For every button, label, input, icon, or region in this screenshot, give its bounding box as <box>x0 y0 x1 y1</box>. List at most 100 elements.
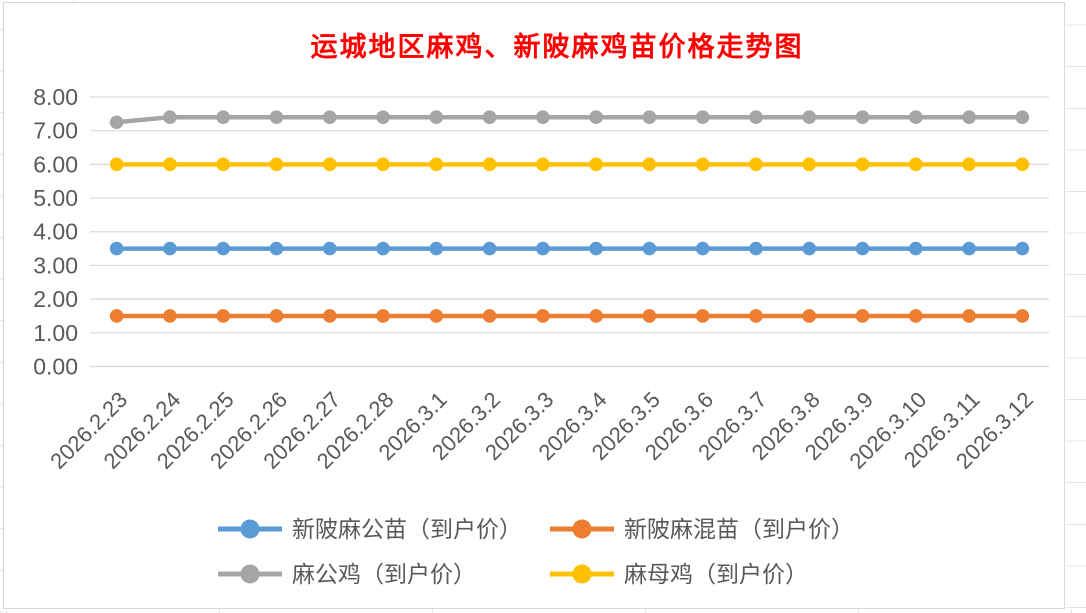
series-point <box>749 309 763 323</box>
series-point <box>589 157 603 172</box>
series-point <box>642 241 657 256</box>
series-point <box>429 309 444 323</box>
series-point <box>376 241 390 256</box>
legend-line-dot-icon <box>218 519 282 539</box>
series-point <box>802 241 817 256</box>
series-point <box>322 110 337 124</box>
series-point <box>163 157 177 172</box>
legend-item-ma-gong-ji[interactable]: 麻公鸡（到户价） <box>218 558 550 590</box>
series-point <box>109 309 124 323</box>
series-point <box>749 110 763 124</box>
series-point <box>695 157 710 172</box>
y-axis-tick-label: 4.00 <box>33 219 78 245</box>
series-point <box>163 241 177 256</box>
series-point <box>1015 309 1030 323</box>
y-axis-tick-label: 5.00 <box>33 185 78 211</box>
series-point <box>482 157 497 172</box>
y-axis-tick-label: 3.00 <box>33 252 78 278</box>
series-point <box>749 157 763 172</box>
y-axis-tick-label: 0.00 <box>33 354 78 380</box>
legend-line-dot-icon <box>550 519 614 539</box>
series-point <box>962 157 976 172</box>
sheet-gridlines-bottom <box>0 609 1086 613</box>
series-point <box>163 110 177 124</box>
series-point <box>322 309 337 323</box>
series-point <box>909 110 923 124</box>
series-point <box>855 241 870 256</box>
series-point <box>429 157 444 172</box>
series-point <box>216 110 230 124</box>
legend-item-ma-mu-ji[interactable]: 麻母鸡（到户价） <box>550 558 854 590</box>
series-point <box>695 309 710 323</box>
series-point <box>962 110 976 124</box>
series-point <box>109 241 124 256</box>
series-point <box>429 110 444 124</box>
series-point <box>109 115 124 130</box>
series-point <box>855 157 870 172</box>
sheet-gridlines-right <box>1066 0 1086 613</box>
series-point <box>855 309 870 323</box>
y-axis-tick-label: 1.00 <box>33 320 78 346</box>
series-point <box>909 157 923 172</box>
series-point <box>536 309 550 323</box>
series-point <box>269 157 284 172</box>
series-point <box>376 309 390 323</box>
y-axis-tick-label: 6.00 <box>33 151 78 177</box>
series-point <box>1015 157 1030 172</box>
series-point <box>536 157 550 172</box>
series-point <box>642 157 657 172</box>
legend-label: 麻母鸡（到户价） <box>624 561 808 587</box>
series-point <box>909 241 923 256</box>
legend-label: 新陂麻公苗（到户价） <box>292 516 522 542</box>
legend-line-dot-icon <box>218 564 282 584</box>
legend-line-dot-icon <box>550 564 614 584</box>
series-point <box>482 241 497 256</box>
series-point <box>962 241 976 256</box>
series-point <box>536 110 550 124</box>
series-point <box>482 309 497 323</box>
series-point <box>589 241 603 256</box>
series-point <box>269 110 284 124</box>
series-point <box>802 157 817 172</box>
series-point <box>536 241 550 256</box>
series-point <box>376 110 390 124</box>
series-point <box>216 309 230 323</box>
series-point <box>802 309 817 323</box>
series-point <box>962 309 976 323</box>
y-axis-tick-label: 8.00 <box>33 84 78 110</box>
series-point <box>429 241 444 256</box>
series-point <box>216 157 230 172</box>
series-point <box>589 309 603 323</box>
series-point <box>855 110 870 124</box>
series-point <box>269 309 284 323</box>
sheet-gridlines-left <box>0 0 3 613</box>
legend-label: 新陂麻混苗（到户价） <box>624 516 854 542</box>
series-point <box>269 241 284 256</box>
series-line-2 <box>116 114 1023 125</box>
legend-label: 麻公鸡（到户价） <box>292 561 476 587</box>
series-point <box>482 110 497 124</box>
series-point <box>322 241 337 256</box>
series-point <box>163 309 177 323</box>
y-axis-tick-label: 7.00 <box>33 118 78 144</box>
series-point <box>802 110 817 124</box>
series-point <box>376 157 390 172</box>
series-point <box>1015 110 1030 124</box>
series-point <box>1015 241 1030 256</box>
chart-title: 运城地区麻鸡、新陂麻鸡苗价格走势图 <box>310 32 804 62</box>
series-point <box>695 241 710 256</box>
legend-item-xinpo-hun-miao[interactable]: 新陂麻混苗（到户价） <box>550 513 854 545</box>
series-point <box>322 157 337 172</box>
series-point <box>642 110 657 124</box>
series-point <box>642 309 657 323</box>
series-point <box>749 241 763 256</box>
series-point <box>109 157 124 172</box>
series-point <box>589 110 603 124</box>
chart-legend: 新陂麻公苗（到户价） 新陂麻混苗（到户价） 麻公鸡（到户价） 麻母鸡（到户价） <box>218 513 854 590</box>
legend-item-xinpo-gong-miao[interactable]: 新陂麻公苗（到户价） <box>218 513 550 545</box>
series-point <box>695 110 710 124</box>
chart-object[interactable] <box>3 2 1065 609</box>
y-axis-tick-label: 2.00 <box>33 286 78 312</box>
